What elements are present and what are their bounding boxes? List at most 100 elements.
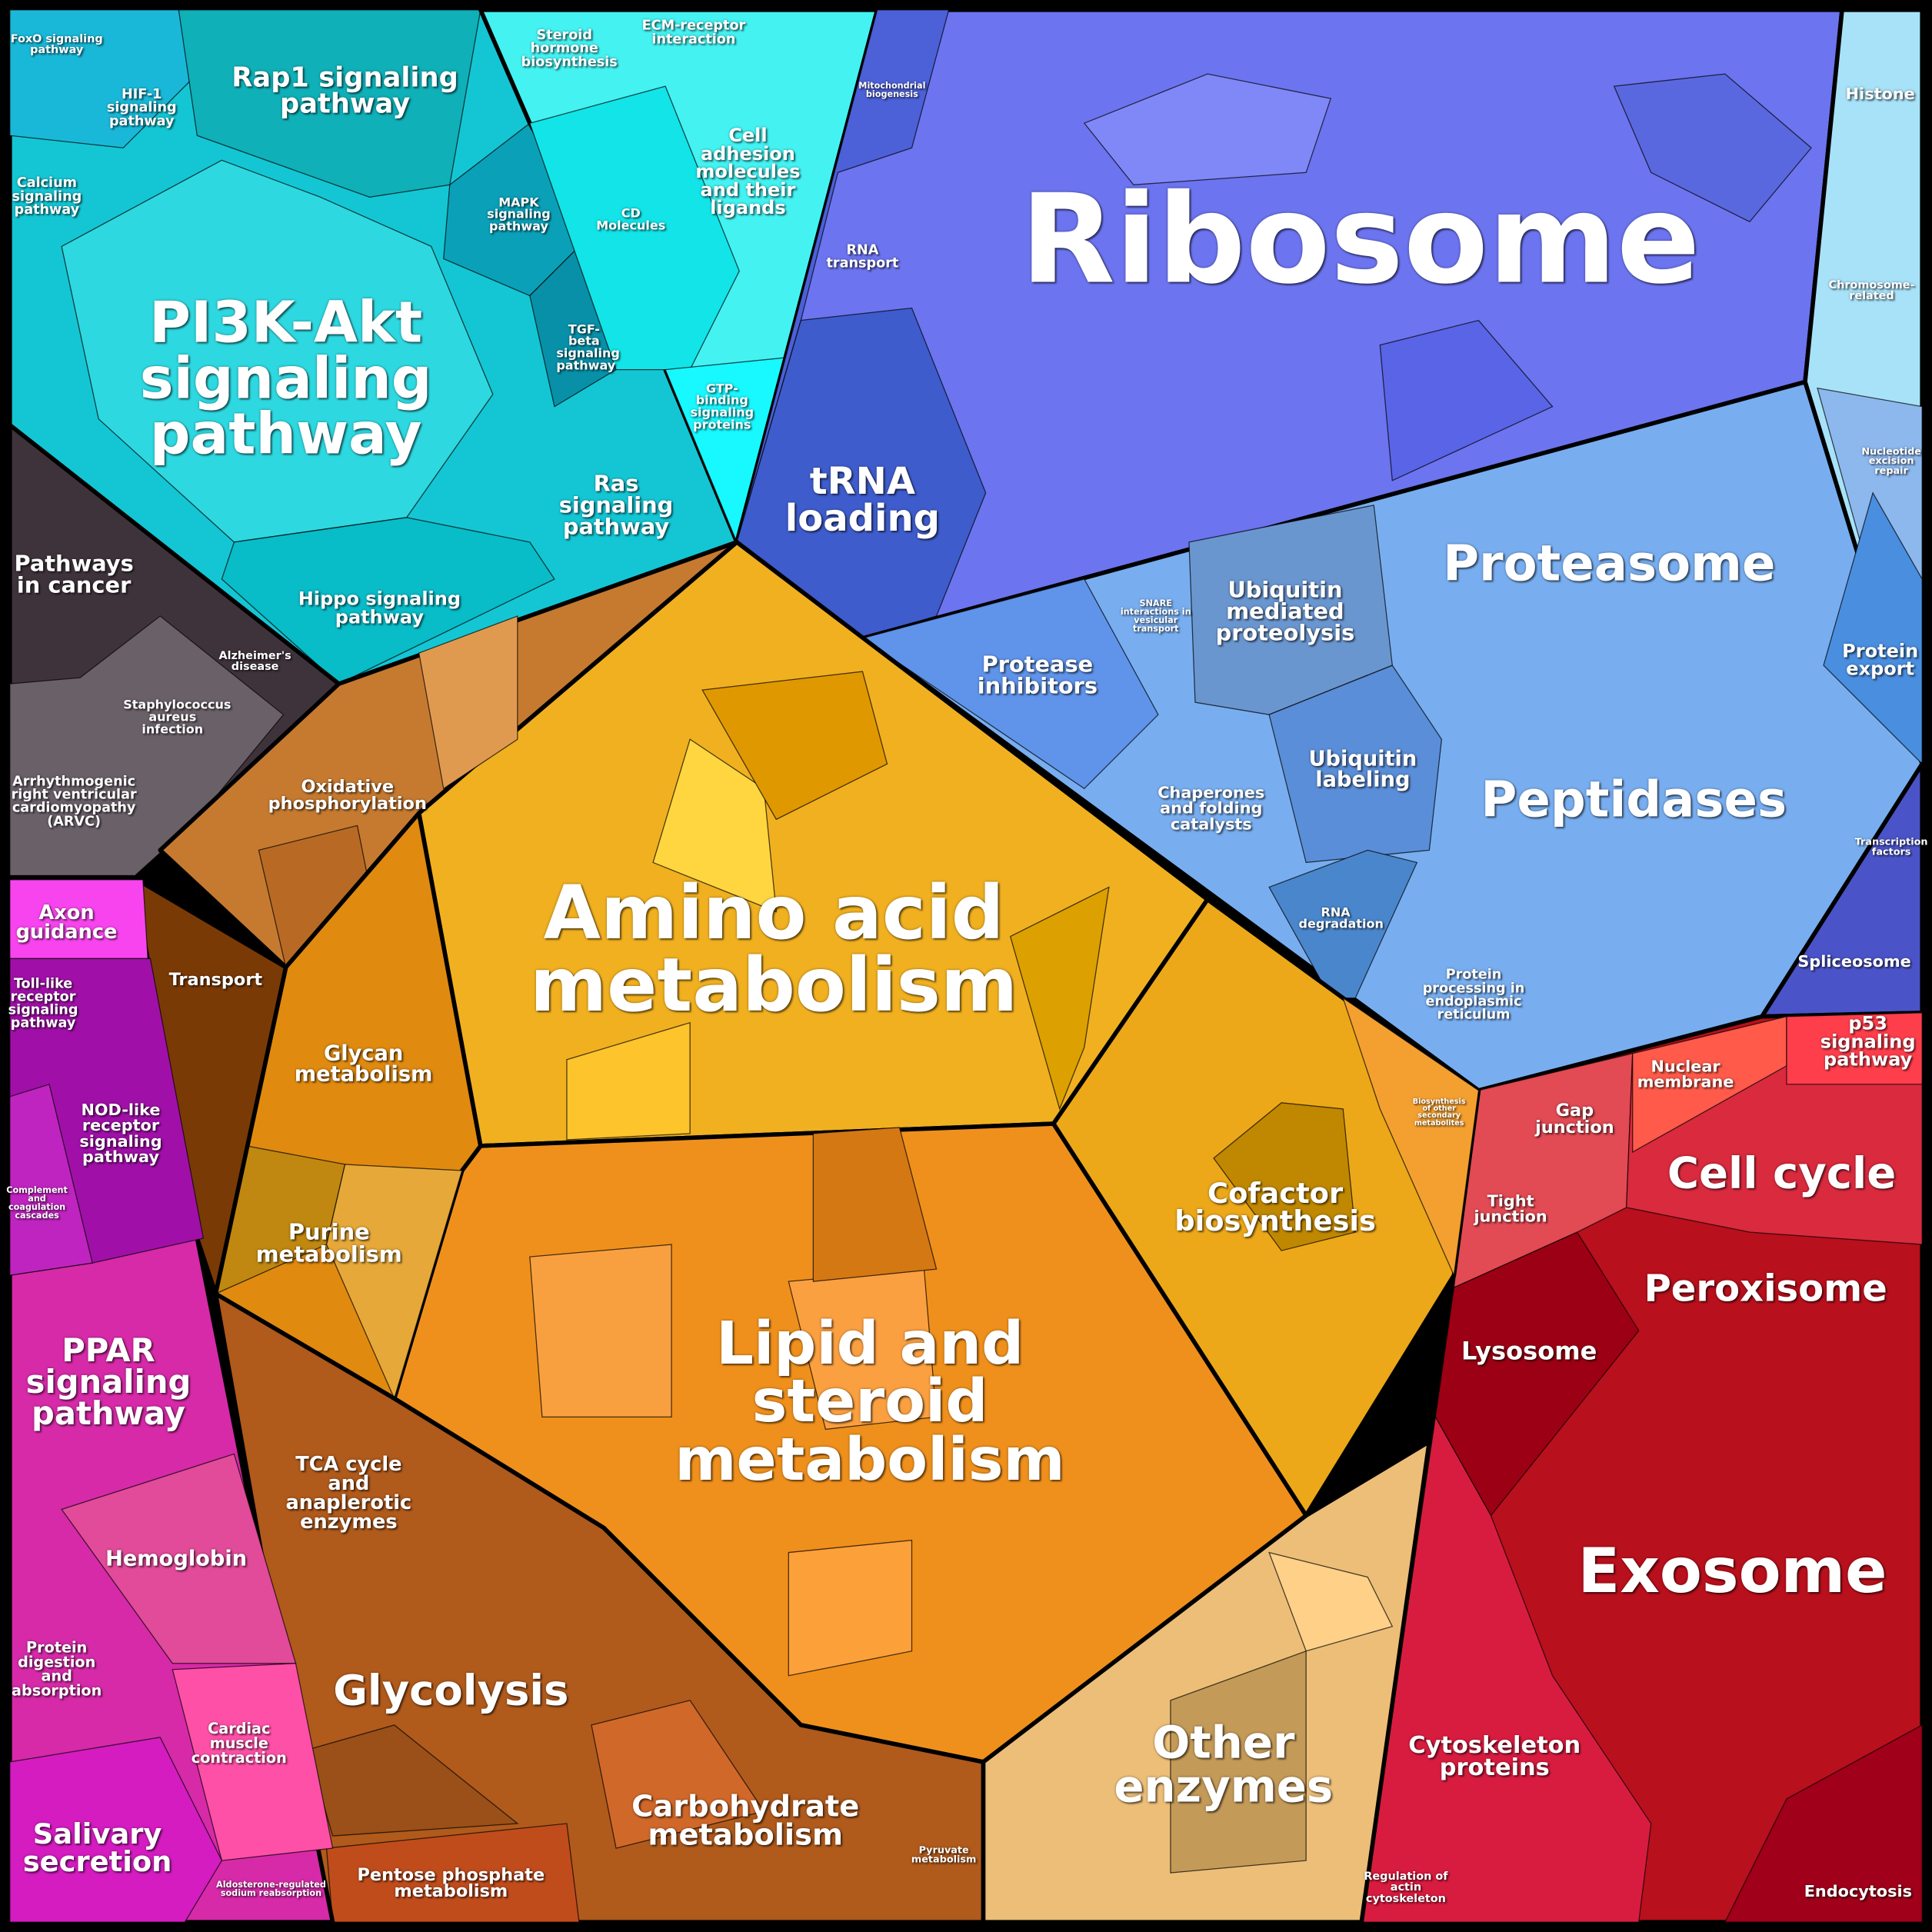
region-label: Glycan metabolism (294, 1041, 433, 1087)
region-label: CD Molecules (596, 205, 666, 233)
cell (788, 1539, 913, 1677)
cell (591, 1700, 765, 1849)
cell (1379, 319, 1554, 481)
region-label: Spliceosome (1797, 951, 1911, 971)
region-label: Chromosome-related (1828, 278, 1915, 303)
region-label: FoxO signaling pathway (10, 32, 103, 56)
region-label: Oxidative phosphorylation (268, 776, 427, 814)
region-label: Hippo signaling pathway (298, 588, 461, 628)
cell (1786, 1012, 1923, 1085)
region-label: Axon guidance (15, 901, 118, 944)
region-label: Purine metabolism (255, 1219, 402, 1267)
cell (9, 9, 198, 148)
region-label: Rap1 signaling pathway (232, 62, 458, 120)
region-label: Ubiquitin mediated proteolysis (1215, 576, 1355, 646)
region-label: Calcium signaling pathway (12, 175, 82, 218)
region-label: Other enzymes (1114, 1716, 1334, 1813)
cell (172, 1663, 334, 1861)
region-label: Complement and coagulation cascades (6, 1184, 68, 1221)
cell (566, 1021, 691, 1141)
cell (1268, 665, 1443, 864)
region-label: PI3K-Akt signaling pathway (139, 291, 432, 468)
cell (1268, 1551, 1394, 1652)
region-label: Hemoglobin (105, 1547, 248, 1571)
region-label: Protein export (1842, 640, 1919, 680)
cell (1009, 886, 1110, 1111)
region-label: Nucleotide excision repair (1861, 445, 1921, 478)
region-label: Histone (1845, 84, 1915, 103)
region-label: Salivary secretion (22, 1817, 172, 1879)
region-label: Pentose phosphate metabolism (357, 1864, 545, 1902)
region-label: Toll-like receptor signaling pathway (8, 976, 78, 1031)
cell (1342, 997, 1480, 1277)
cell (9, 1737, 223, 1923)
region-label: TCA cycle and anaplerotic enzymes (285, 1452, 412, 1534)
region-label: Alzheimer's disease (218, 650, 291, 674)
region-label: Proteasome (1443, 535, 1776, 593)
region-label: PPAR signaling pathway (25, 1331, 192, 1432)
region-label: Cardiac muscle contraction (191, 1719, 287, 1767)
region-label: tRNA loading (784, 460, 941, 540)
cell (1434, 1231, 1640, 1517)
cell (861, 578, 1159, 790)
region-label: Pyruvate metabolism (911, 1844, 977, 1866)
region-label: Cell adhesion molecules and their ligand… (695, 125, 801, 219)
region-label: Regulation of actin cytoskeleton (1364, 1870, 1448, 1905)
cell (529, 1244, 672, 1417)
region-label: Chaperones and folding catalysts (1158, 783, 1265, 834)
region-label: Peptidases (1481, 771, 1787, 829)
other-enzymes-group (981, 1439, 1432, 1924)
region-label: TGF-beta signaling pathway (556, 321, 620, 373)
region-label: Tight junction (1474, 1191, 1547, 1226)
cell (221, 517, 555, 685)
region-label: Ras signaling pathway (558, 470, 674, 540)
region-label: Exosome (1577, 1534, 1887, 1607)
region-label: Cell cycle (1667, 1148, 1897, 1199)
cell (325, 1823, 580, 1923)
cell (178, 9, 481, 198)
region-label: Cofactor biosynthesis (1174, 1176, 1376, 1237)
region-label: RNA degradation (1298, 904, 1384, 931)
region-label: Mitochondrial biogenesis (858, 80, 926, 99)
region-label: Biosynthesis of other secondary metaboli… (1412, 1097, 1466, 1128)
cell (1083, 73, 1332, 185)
region-label: Endocytosis (1804, 1881, 1913, 1900)
region-label: ECM-receptor interaction (641, 18, 746, 48)
cell (418, 615, 518, 790)
region-label: Carbohydrate metabolism (631, 1789, 860, 1853)
region-label: Glycolysis (333, 1665, 569, 1715)
region-label: Cytoskeleton proteins (1408, 1731, 1581, 1782)
region-label: RNA transport (826, 242, 899, 271)
cell (1823, 491, 1923, 765)
region-label: GTP-binding signaling proteins (690, 381, 754, 432)
region-label: Protease inhibitors (977, 651, 1098, 699)
region-label: Transcription factors (1854, 836, 1928, 858)
region-label: Ribosome (1020, 167, 1700, 311)
region-label: Aldosterone-regulated sodium reabsorptio… (216, 1879, 326, 1898)
cell (812, 1127, 938, 1282)
cell (1613, 73, 1812, 223)
region-label: p53 signaling pathway (1820, 1012, 1916, 1071)
region-label: SNARE interactions in vesicular transpor… (1120, 598, 1191, 634)
cell (1213, 1102, 1356, 1251)
region-label: NOD-like receptor signaling pathway (79, 1101, 162, 1167)
region-label: Lipid and steroid metabolism (675, 1310, 1065, 1494)
region-label: Pathways in cancer (14, 550, 134, 598)
region-label: Staphylococcus aureus infection (123, 697, 232, 737)
region-label: Arrhythmogenic right ventricular cardiom… (11, 774, 137, 830)
region-label: Steroid hormone biosynthesis (521, 28, 618, 70)
cell (701, 671, 888, 821)
cell (1170, 1650, 1307, 1874)
region-label: Protein processing in endoplasmic reticu… (1422, 967, 1525, 1023)
region-label: Nuclear membrane (1637, 1057, 1734, 1091)
cell (1724, 1724, 1923, 1923)
region-label: HIF-1 signaling pathway (106, 87, 177, 129)
region-label: Ubiquitin labeling (1308, 747, 1417, 792)
cell (529, 85, 740, 371)
region-label: MAPK signaling pathway (487, 195, 551, 234)
region-label: Lysosome (1461, 1336, 1597, 1366)
cell (9, 1083, 93, 1276)
region-label: Peroxisome (1644, 1267, 1887, 1311)
region-label: Amino acid metabolism (529, 869, 1018, 1028)
